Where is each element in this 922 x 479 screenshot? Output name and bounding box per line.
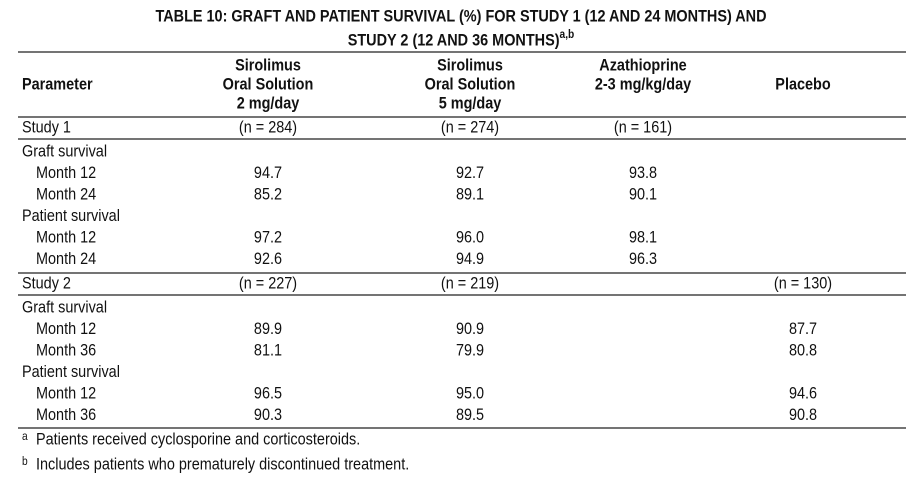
cell: 89.9 <box>254 320 282 338</box>
cell: 94.7 <box>254 164 282 182</box>
cell: 92.6 <box>254 250 282 268</box>
sample-size: (n = 227) <box>239 274 297 292</box>
row-label: Month 24 <box>36 185 96 203</box>
column-header: Sirolimus <box>437 56 503 74</box>
cell: 87.7 <box>789 320 817 338</box>
row-label: Month 24 <box>36 250 96 268</box>
cell: 96.0 <box>456 228 484 246</box>
text-layer: TABLE 10: GRAFT AND PATIENT SURVIVAL (%)… <box>22 7 832 473</box>
cell: 79.9 <box>456 341 484 359</box>
sample-size: (n = 219) <box>441 274 499 292</box>
row-label: Month 12 <box>36 228 96 246</box>
footnote-mark: b <box>22 455 28 468</box>
group-label: Patient survival <box>22 363 120 381</box>
column-header: 2-3 mg/kg/day <box>595 75 692 93</box>
footnote-text: Includes patients who prematurely discon… <box>36 455 409 473</box>
cell: 90.1 <box>629 185 657 203</box>
column-header: Oral Solution <box>425 75 516 93</box>
section-label: Study 2 <box>22 274 71 292</box>
row-label: Month 36 <box>36 406 96 424</box>
cell: 85.2 <box>254 185 282 203</box>
row-label: Month 12 <box>36 164 96 182</box>
column-header: Placebo <box>775 75 831 93</box>
cell: 98.1 <box>629 228 657 246</box>
row-label: Month 12 <box>36 320 96 338</box>
sample-size: (n = 130) <box>774 274 832 292</box>
title-text: STUDY 2 (12 AND 36 MONTHS) <box>348 31 560 49</box>
title-line: TABLE 10: GRAFT AND PATIENT SURVIVAL (%)… <box>155 7 766 25</box>
row-label: Month 12 <box>36 384 96 402</box>
title-superscript: a,b <box>560 28 575 41</box>
row-label: Month 36 <box>36 341 96 359</box>
cell: 94.9 <box>456 250 484 268</box>
cell: 96.3 <box>629 250 657 268</box>
group-label: Graft survival <box>22 142 107 160</box>
column-header: Oral Solution <box>223 75 314 93</box>
title-line: STUDY 2 (12 AND 36 MONTHS)a,b <box>348 28 575 49</box>
cell: 89.5 <box>456 406 484 424</box>
cell: 93.8 <box>629 164 657 182</box>
group-label: Patient survival <box>22 207 120 225</box>
footnote-text: Patients received cyclosporine and corti… <box>36 430 360 448</box>
sample-size: (n = 274) <box>441 118 499 136</box>
group-label: Graft survival <box>22 298 107 316</box>
cell: 80.8 <box>789 341 817 359</box>
cell: 90.8 <box>789 406 817 424</box>
column-header: Azathioprine <box>599 56 687 74</box>
cell: 97.2 <box>254 228 282 246</box>
cell: 96.5 <box>254 384 282 402</box>
cell: 89.1 <box>456 185 484 203</box>
footnote-mark: a <box>22 430 28 443</box>
sample-size: (n = 284) <box>239 118 297 136</box>
column-header: Parameter <box>22 75 93 93</box>
cell: 92.7 <box>456 164 484 182</box>
column-header: 5 mg/day <box>439 94 502 112</box>
cell: 90.9 <box>456 320 484 338</box>
section-label: Study 1 <box>22 118 71 136</box>
cell: 90.3 <box>254 406 282 424</box>
cell: 94.6 <box>789 384 817 402</box>
column-header: Sirolimus <box>235 56 301 74</box>
column-header: 2 mg/day <box>237 94 300 112</box>
sample-size: (n = 161) <box>614 118 672 136</box>
cell: 81.1 <box>254 341 282 359</box>
cell: 95.0 <box>456 384 484 402</box>
